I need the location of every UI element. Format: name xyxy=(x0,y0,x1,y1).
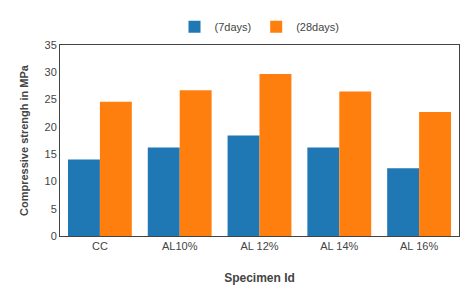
svg-text:20: 20 xyxy=(45,121,57,133)
svg-text:AL10%: AL10% xyxy=(162,240,198,252)
svg-text:Compressive strengh in MPa: Compressive strengh in MPa xyxy=(18,64,30,216)
svg-text:(7days): (7days) xyxy=(215,21,252,33)
svg-text:CC: CC xyxy=(92,240,108,252)
svg-text:15: 15 xyxy=(45,148,57,160)
svg-text:10: 10 xyxy=(45,175,57,187)
svg-text:5: 5 xyxy=(51,203,57,215)
svg-text:AL 12%: AL 12% xyxy=(240,240,278,252)
svg-text:0: 0 xyxy=(51,230,57,242)
svg-text:(28days): (28days) xyxy=(296,21,339,33)
svg-text:35: 35 xyxy=(45,39,57,51)
svg-text:25: 25 xyxy=(45,93,57,105)
svg-text:Specimen Id: Specimen Id xyxy=(224,271,295,285)
svg-text:AL 16%: AL 16% xyxy=(400,240,438,252)
svg-text:30: 30 xyxy=(45,66,57,78)
svg-text:AL 14%: AL 14% xyxy=(320,240,358,252)
